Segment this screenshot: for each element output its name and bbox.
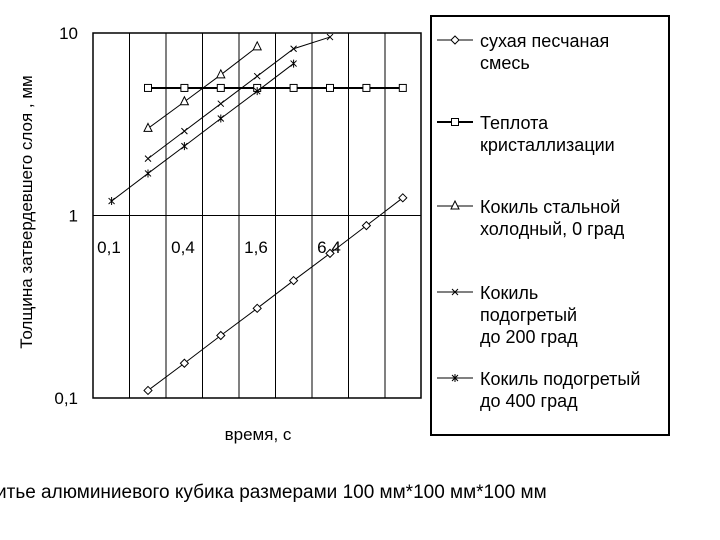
data-point — [253, 87, 261, 96]
legend-label: подогретый — [480, 305, 577, 325]
legend-label: Теплота — [480, 113, 549, 133]
data-point — [215, 68, 226, 79]
data-point — [451, 374, 459, 382]
data-point — [144, 83, 152, 92]
x-tick-label: 1,6 — [244, 238, 268, 257]
x-tick-label: 0,1 — [97, 238, 121, 257]
grid — [93, 33, 421, 398]
data-point — [180, 83, 189, 92]
data-point — [252, 40, 263, 51]
data-point — [288, 275, 299, 286]
legend-label: Кокиль — [480, 283, 538, 303]
data-point — [216, 83, 225, 92]
series-group — [108, 33, 408, 396]
data-point — [362, 83, 371, 92]
series-1 — [143, 193, 408, 396]
data-point — [398, 83, 407, 92]
data-point — [108, 197, 115, 206]
data-point — [144, 155, 152, 162]
series-line — [147, 36, 331, 160]
data-point — [398, 193, 408, 203]
data-point — [179, 95, 190, 106]
data-point — [451, 288, 459, 296]
y-tick-label: 10 — [59, 24, 78, 43]
data-point — [143, 122, 153, 132]
data-point — [361, 220, 372, 231]
series-line — [147, 46, 258, 129]
data-point — [290, 45, 297, 53]
y-tick-labels: 0,1 1 10 — [54, 24, 78, 408]
data-point — [181, 127, 188, 135]
data-point — [217, 114, 225, 123]
data-point — [450, 35, 460, 45]
data-point — [326, 83, 334, 92]
x-tick-label: 0,4 — [171, 238, 195, 257]
data-point — [144, 169, 152, 178]
data-point — [325, 248, 335, 259]
series-3 — [143, 40, 263, 132]
series-line — [147, 197, 404, 391]
y-tick-label: 1 — [69, 207, 78, 226]
data-point — [450, 199, 460, 210]
x-tick-label: 6,4 — [317, 238, 341, 257]
figure-caption: итье алюминиевого кубика размерами 100 м… — [0, 482, 547, 503]
legend-label: холодный, 0 град — [480, 219, 625, 239]
x-axis-label: время, с — [225, 425, 292, 444]
series-5 — [108, 59, 297, 206]
legend-label: до 400 град — [480, 391, 578, 411]
data-point — [253, 72, 261, 80]
legend-label: кристаллизации — [480, 135, 615, 155]
legend-label: до 200 град — [480, 327, 578, 347]
x-tick-labels: 0,1 0,4 1,6 6,4 — [97, 238, 341, 257]
data-point — [252, 303, 262, 314]
data-point — [216, 330, 226, 341]
legend-box — [430, 15, 670, 436]
legend-label: сухая песчаная — [480, 31, 609, 51]
data-point — [179, 358, 190, 368]
y-tick-label: 0,1 — [54, 389, 78, 408]
series-line — [111, 63, 294, 202]
data-point — [290, 59, 297, 68]
y-axis-label: Толщина затвердевшего слоя , мм — [17, 75, 36, 348]
data-point — [289, 83, 298, 92]
legend-label: смесь — [480, 53, 530, 73]
data-point — [326, 33, 334, 41]
legend-label: Кокиль подогретый — [480, 369, 640, 389]
data-point — [217, 100, 225, 108]
data-point — [181, 142, 188, 151]
data-point — [451, 118, 459, 126]
legend-label: Кокиль стальной — [480, 197, 620, 217]
series-4 — [144, 33, 334, 162]
data-point — [143, 385, 153, 396]
